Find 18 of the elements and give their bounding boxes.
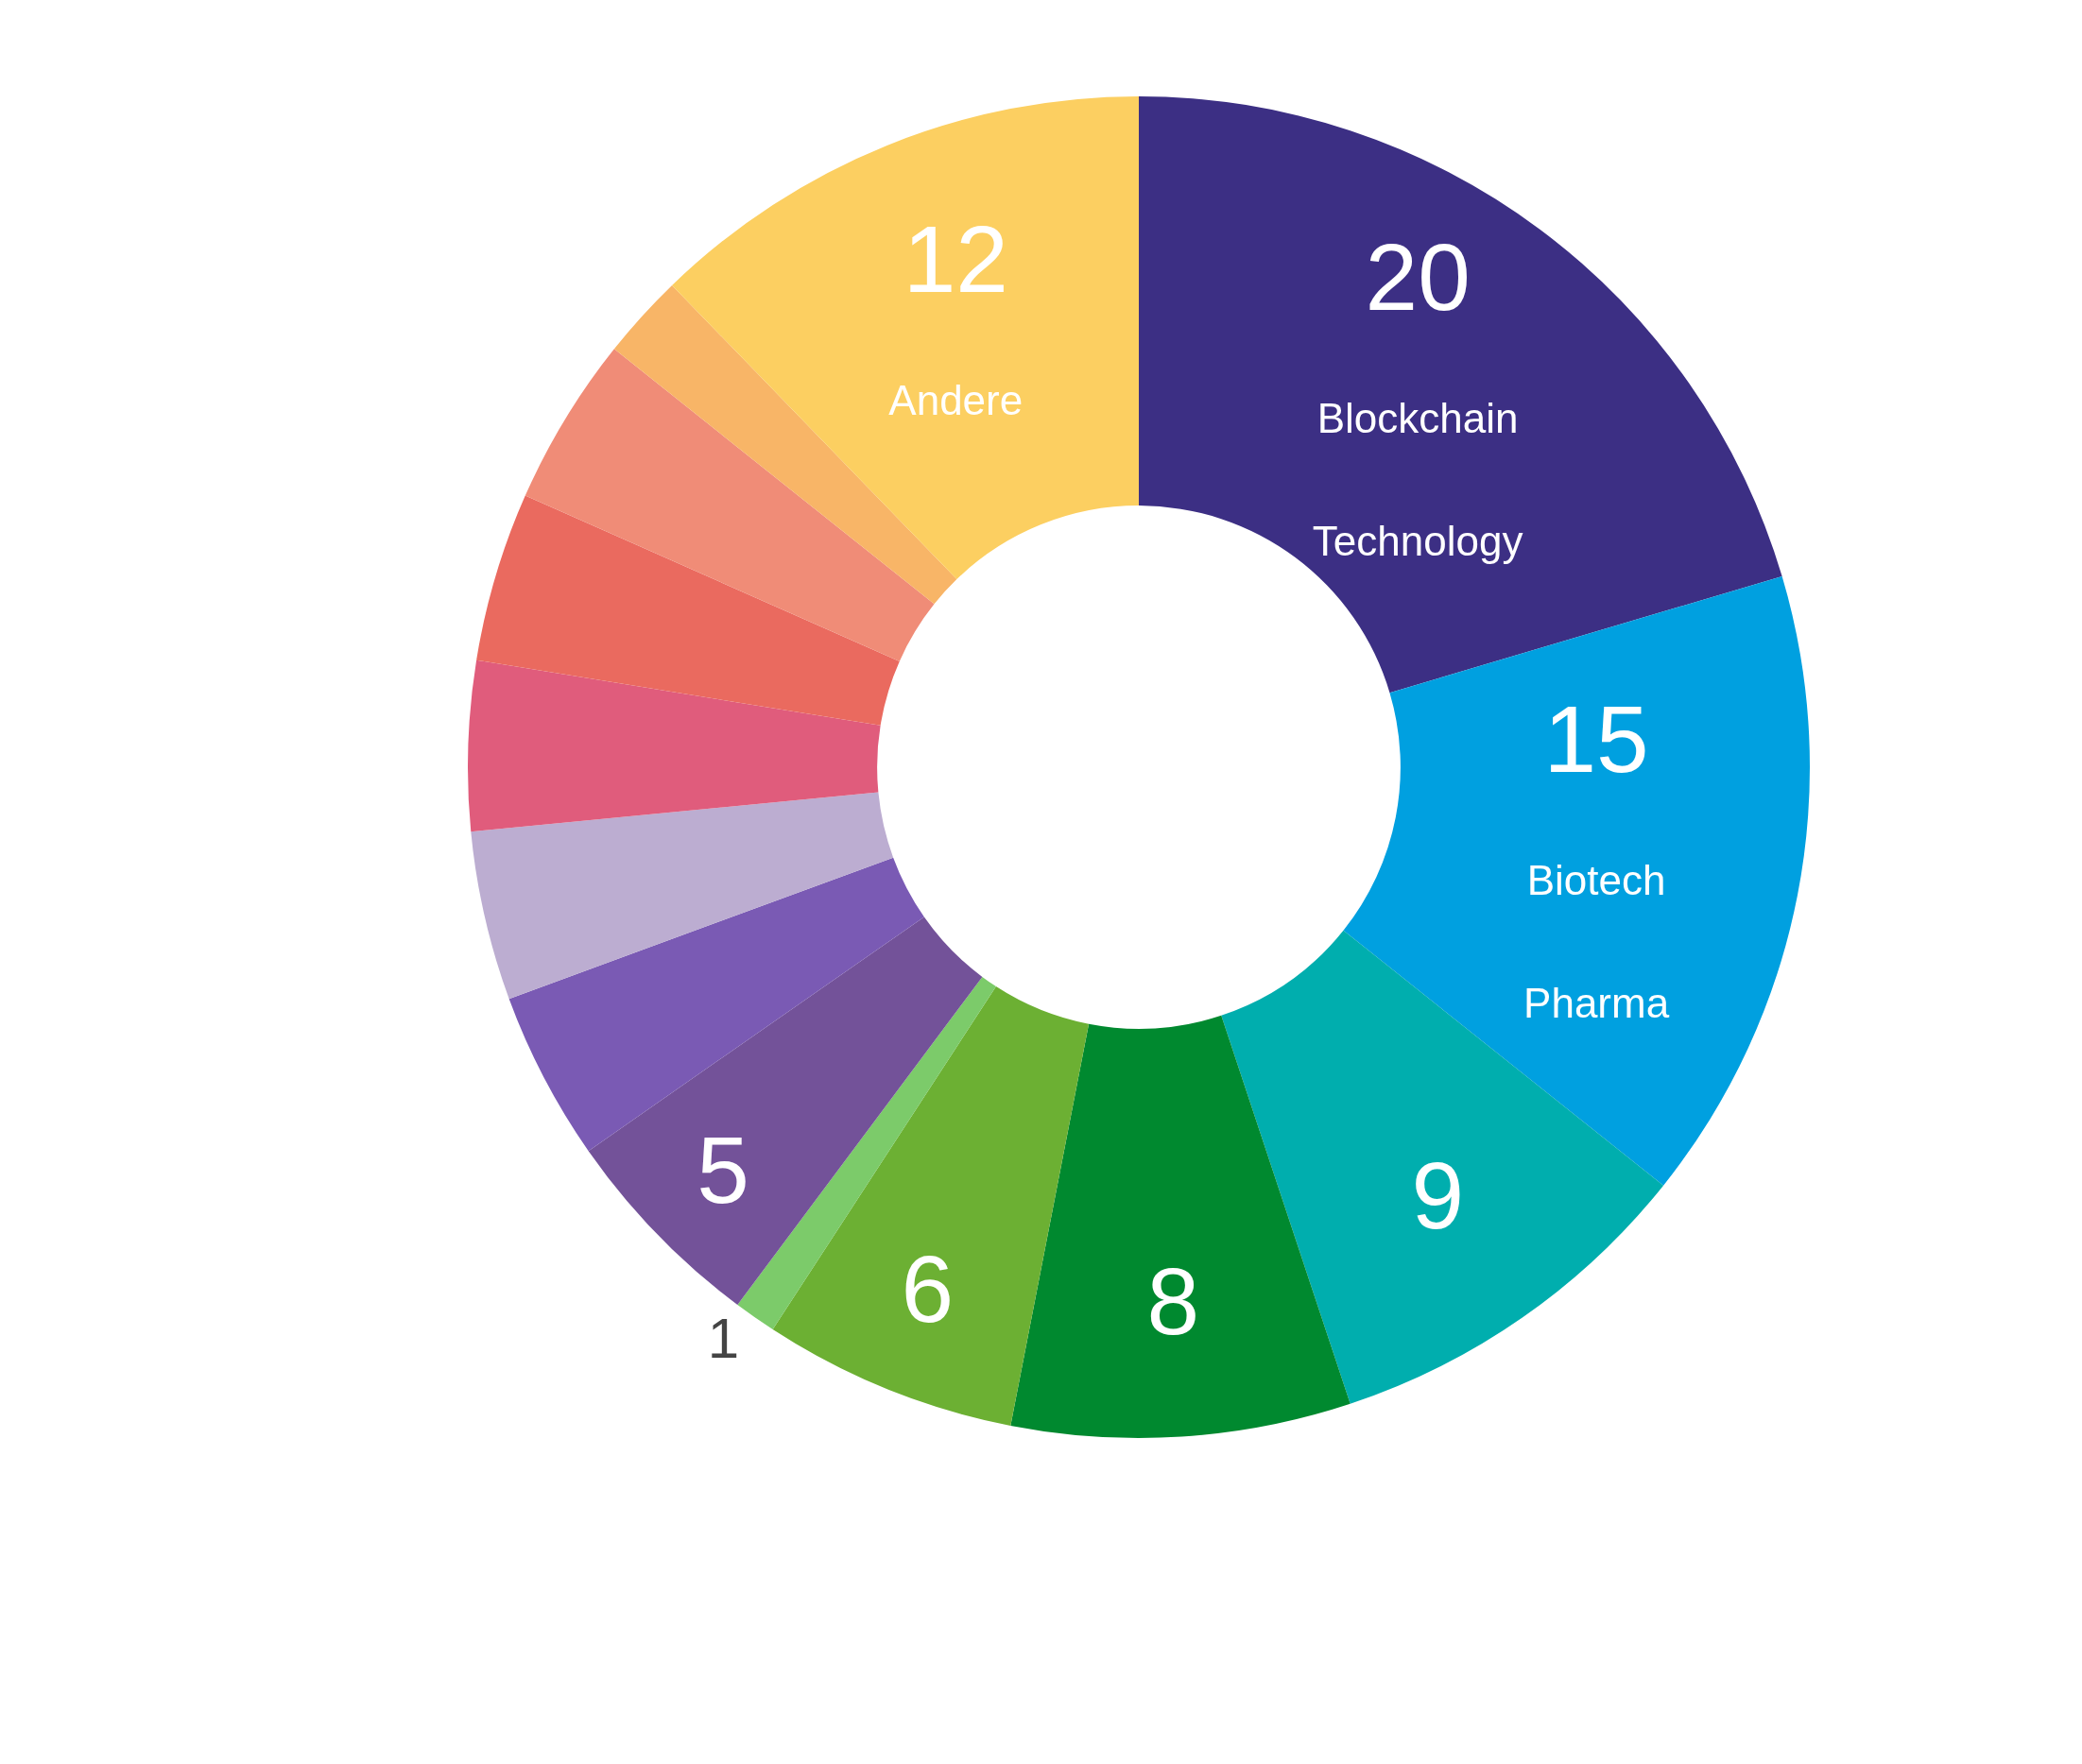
- data-label: 8: [1146, 1248, 1200, 1355]
- category-label: Biotech Pharma: [1523, 857, 1670, 1027]
- donut-slice: [772, 986, 1090, 1426]
- slice-label: Andere: [888, 377, 1024, 424]
- donut-slice: [471, 792, 894, 1000]
- donut-slice: [468, 659, 881, 832]
- donut-slice: [1010, 1015, 1351, 1437]
- donut-slice: [476, 495, 900, 726]
- donut-slice: [672, 96, 1139, 580]
- donut-slice: [1139, 96, 1782, 694]
- category-label: Blockchain Technology: [1312, 394, 1523, 564]
- data-label: 15: [1543, 686, 1649, 793]
- data-label: 12: [903, 206, 1008, 313]
- data-label: 1: [707, 1307, 740, 1371]
- data-label: 9: [1411, 1142, 1465, 1249]
- data-label: 5: [697, 1116, 749, 1223]
- data-label: 20: [1365, 223, 1471, 330]
- data-label: 6: [901, 1236, 955, 1343]
